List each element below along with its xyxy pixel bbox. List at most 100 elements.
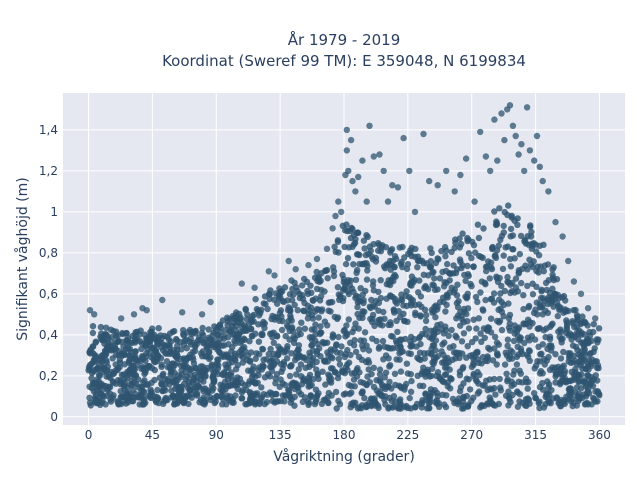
data-point <box>302 377 309 385</box>
data-point <box>281 284 289 291</box>
data-point <box>345 167 352 175</box>
data-point <box>148 354 155 361</box>
data-point <box>575 336 582 343</box>
data-point <box>512 275 520 282</box>
data-point <box>507 225 515 233</box>
data-point <box>386 378 393 386</box>
data-point <box>400 302 407 309</box>
data-point <box>391 271 398 279</box>
x-axis-title: Vågriktning (grader) <box>273 448 415 465</box>
data-point <box>463 310 470 318</box>
data-point <box>549 285 556 292</box>
data-point <box>201 399 208 406</box>
data-point <box>474 221 482 228</box>
data-point <box>441 371 449 379</box>
data-point <box>339 271 346 279</box>
data-point <box>505 315 513 322</box>
data-point <box>308 342 316 349</box>
data-point <box>319 338 326 346</box>
data-point <box>439 378 446 385</box>
data-point <box>539 370 546 377</box>
data-point <box>469 238 476 246</box>
data-point <box>497 384 504 391</box>
data-point <box>495 341 502 348</box>
data-point <box>535 269 542 276</box>
data-point <box>166 342 173 349</box>
data-point <box>388 332 395 340</box>
data-point <box>265 268 272 275</box>
data-point <box>480 225 487 232</box>
data-point <box>205 349 213 356</box>
data-point <box>199 353 206 360</box>
data-point <box>322 381 329 388</box>
data-point <box>595 336 602 343</box>
data-point <box>487 315 495 322</box>
data-point <box>387 278 395 285</box>
data-point <box>238 395 245 402</box>
data-point <box>278 326 286 334</box>
data-point <box>494 350 501 357</box>
data-point <box>585 366 592 373</box>
data-point <box>442 253 449 260</box>
data-point <box>282 381 289 389</box>
data-point <box>295 366 302 373</box>
data-point <box>294 307 301 314</box>
data-point <box>514 388 521 395</box>
data-point <box>342 227 349 234</box>
data-point <box>507 233 514 240</box>
data-point <box>512 132 519 140</box>
data-point <box>522 402 529 409</box>
data-point <box>124 396 131 403</box>
data-point <box>408 252 415 260</box>
data-point <box>485 258 492 265</box>
data-point <box>334 374 342 382</box>
data-point <box>500 301 508 308</box>
data-point <box>118 371 126 379</box>
data-point <box>141 370 148 378</box>
data-point <box>505 324 513 331</box>
data-point <box>307 304 315 311</box>
data-point <box>555 328 562 335</box>
data-point <box>163 350 170 357</box>
data-point <box>259 362 266 369</box>
data-point <box>434 393 441 400</box>
data-point <box>389 182 396 189</box>
data-point <box>276 317 283 324</box>
data-point <box>291 301 298 309</box>
data-points <box>85 102 603 412</box>
data-point <box>317 293 325 300</box>
data-point <box>509 279 516 286</box>
data-point <box>592 315 599 322</box>
data-point <box>532 362 540 369</box>
data-point <box>350 241 358 248</box>
data-point <box>309 347 317 354</box>
data-point <box>89 329 97 337</box>
data-point <box>160 370 167 378</box>
data-point <box>524 266 531 273</box>
data-point <box>578 329 585 336</box>
data-point <box>225 354 233 361</box>
data-point <box>287 394 294 401</box>
x-tick-label: 45 <box>145 428 160 442</box>
data-point <box>327 346 335 353</box>
data-point <box>472 376 479 383</box>
data-point <box>176 396 183 404</box>
data-point <box>273 391 280 398</box>
data-point <box>279 297 286 305</box>
data-point <box>259 321 266 328</box>
data-point <box>303 356 310 364</box>
data-point <box>255 371 262 379</box>
data-point <box>329 365 336 372</box>
data-point <box>266 291 273 298</box>
data-point <box>494 278 502 285</box>
data-point <box>486 275 493 282</box>
data-point <box>208 382 216 389</box>
data-point <box>315 375 322 383</box>
data-point <box>416 333 424 341</box>
data-point <box>118 315 125 322</box>
data-point <box>484 354 491 361</box>
data-point <box>355 173 362 181</box>
data-point <box>295 388 302 395</box>
data-point <box>400 134 407 142</box>
data-point <box>115 400 122 407</box>
